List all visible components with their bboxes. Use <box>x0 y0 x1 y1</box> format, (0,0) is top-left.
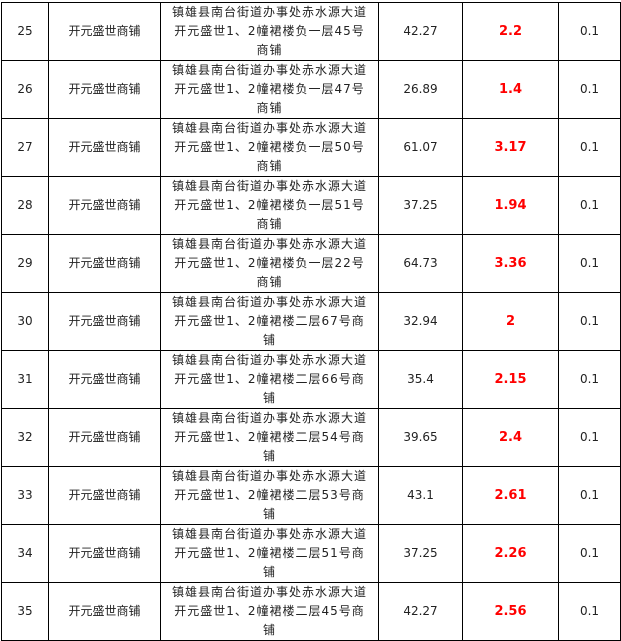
area-value: 37.25 <box>378 176 463 235</box>
row-number: 27 <box>1 118 49 177</box>
property-name: 开元盛世商铺 <box>48 582 161 641</box>
area-value: 37.25 <box>378 524 463 583</box>
rate-value: 0.1 <box>558 524 621 583</box>
area-value: 35.4 <box>378 350 463 409</box>
property-address: 镇雄县南台街道办事处赤水源大道开元盛世1、2幢裙楼负一层45号商铺 <box>160 2 379 61</box>
table-row: 33 开元盛世商铺 镇雄县南台街道办事处赤水源大道开元盛世1、2幢裙楼二层53号商铺… <box>1 466 621 525</box>
property-name: 开元盛世商铺 <box>48 176 161 235</box>
rate-value: 0.1 <box>558 350 621 409</box>
row-number: 26 <box>1 60 49 119</box>
row-number: 34 <box>1 524 49 583</box>
area-value: 32.94 <box>378 292 463 351</box>
amount-value: 2.61 <box>462 466 559 525</box>
table-row: 30 开元盛世商铺 镇雄县南台街道办事处赤水源大道开元盛世1、2幢裙楼二层67号商铺… <box>1 292 621 351</box>
amount-value: 2.15 <box>462 350 559 409</box>
row-number: 29 <box>1 234 49 293</box>
area-value: 43.1 <box>378 466 463 525</box>
property-address: 镇雄县南台街道办事处赤水源大道开元盛世1、2幢裙楼负一层51号商铺 <box>160 176 379 235</box>
property-address: 镇雄县南台街道办事处赤水源大道开元盛世1、2幢裙楼二层67号商铺 <box>160 292 379 351</box>
rate-value: 0.1 <box>558 582 621 641</box>
table-row: 26 开元盛世商铺 镇雄县南台街道办事处赤水源大道开元盛世1、2幢裙楼负一层47号商… <box>1 60 621 119</box>
amount-value: 1.94 <box>462 176 559 235</box>
row-number: 32 <box>1 408 49 467</box>
row-number: 35 <box>1 582 49 641</box>
table-row: 25 开元盛世商铺 镇雄县南台街道办事处赤水源大道开元盛世1、2幢裙楼负一层45号商… <box>1 2 621 61</box>
table-row: 28 开元盛世商铺 镇雄县南台街道办事处赤水源大道开元盛世1、2幢裙楼负一层51号商… <box>1 176 621 235</box>
amount-value: 3.36 <box>462 234 559 293</box>
table-row: 31 开元盛世商铺 镇雄县南台街道办事处赤水源大道开元盛世1、2幢裙楼二层66号商铺… <box>1 350 621 409</box>
rate-value: 0.1 <box>558 176 621 235</box>
property-address: 镇雄县南台街道办事处赤水源大道开元盛世1、2幢裙楼负一层22号商铺 <box>160 234 379 293</box>
amount-value: 3.17 <box>462 118 559 177</box>
area-value: 26.89 <box>378 60 463 119</box>
amount-value: 1.4 <box>462 60 559 119</box>
property-name: 开元盛世商铺 <box>48 350 161 409</box>
property-address: 镇雄县南台街道办事处赤水源大道开元盛世1、2幢裙楼二层53号商铺 <box>160 466 379 525</box>
table-row: 34 开元盛世商铺 镇雄县南台街道办事处赤水源大道开元盛世1、2幢裙楼二层51号商铺… <box>1 524 621 583</box>
property-name: 开元盛世商铺 <box>48 234 161 293</box>
rate-value: 0.1 <box>558 234 621 293</box>
area-value: 39.65 <box>378 408 463 467</box>
property-address: 镇雄县南台街道办事处赤水源大道开元盛世1、2幢裙楼负一层50号商铺 <box>160 118 379 177</box>
amount-value: 2.56 <box>462 582 559 641</box>
property-address: 镇雄县南台街道办事处赤水源大道开元盛世1、2幢裙楼二层66号商铺 <box>160 350 379 409</box>
property-name: 开元盛世商铺 <box>48 466 161 525</box>
rate-value: 0.1 <box>558 118 621 177</box>
area-value: 64.73 <box>378 234 463 293</box>
rate-value: 0.1 <box>558 2 621 61</box>
property-name: 开元盛世商铺 <box>48 118 161 177</box>
property-name: 开元盛世商铺 <box>48 60 161 119</box>
amount-value: 2 <box>462 292 559 351</box>
table-row: 32 开元盛世商铺 镇雄县南台街道办事处赤水源大道开元盛世1、2幢裙楼二层54号商铺… <box>1 408 621 467</box>
property-address: 镇雄县南台街道办事处赤水源大道开元盛世1、2幢裙楼二层45号商铺 <box>160 582 379 641</box>
area-value: 42.27 <box>378 582 463 641</box>
table-row: 27 开元盛世商铺 镇雄县南台街道办事处赤水源大道开元盛世1、2幢裙楼负一层50号商… <box>1 118 621 177</box>
property-address: 镇雄县南台街道办事处赤水源大道开元盛世1、2幢裙楼二层51号商铺 <box>160 524 379 583</box>
property-name: 开元盛世商铺 <box>48 408 161 467</box>
amount-value: 2.26 <box>462 524 559 583</box>
row-number: 25 <box>1 2 49 61</box>
property-name: 开元盛世商铺 <box>48 524 161 583</box>
property-address: 镇雄县南台街道办事处赤水源大道开元盛世1、2幢裙楼负一层47号商铺 <box>160 60 379 119</box>
rate-value: 0.1 <box>558 60 621 119</box>
amount-value: 2.4 <box>462 408 559 467</box>
property-address: 镇雄县南台街道办事处赤水源大道开元盛世1、2幢裙楼二层54号商铺 <box>160 408 379 467</box>
rate-value: 0.1 <box>558 466 621 525</box>
table-row: 35 开元盛世商铺 镇雄县南台街道办事处赤水源大道开元盛世1、2幢裙楼二层45号商铺… <box>1 582 621 641</box>
row-number: 30 <box>1 292 49 351</box>
rate-value: 0.1 <box>558 292 621 351</box>
area-value: 42.27 <box>378 2 463 61</box>
row-number: 33 <box>1 466 49 525</box>
property-name: 开元盛世商铺 <box>48 2 161 61</box>
row-number: 31 <box>1 350 49 409</box>
area-value: 61.07 <box>378 118 463 177</box>
property-name: 开元盛世商铺 <box>48 292 161 351</box>
amount-value: 2.2 <box>462 2 559 61</box>
rate-value: 0.1 <box>558 408 621 467</box>
table-row: 29 开元盛世商铺 镇雄县南台街道办事处赤水源大道开元盛世1、2幢裙楼负一层22号商… <box>1 234 621 293</box>
row-number: 28 <box>1 176 49 235</box>
